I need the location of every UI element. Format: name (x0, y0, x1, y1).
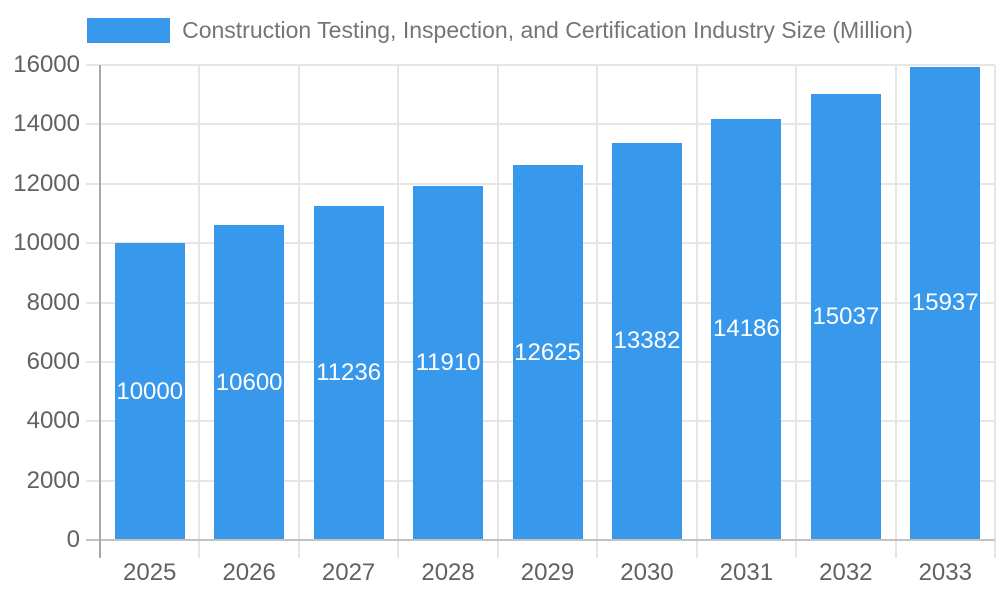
y-tick-label: 4000 (26, 407, 80, 435)
bar-value-label: 11236 (316, 359, 382, 387)
y-tick-label: 0 (66, 526, 80, 553)
x-gridline (994, 65, 996, 558)
x-tick-label: 2025 (123, 559, 177, 586)
y-tick-label: 6000 (26, 347, 80, 375)
y-tick-label: 14000 (13, 110, 80, 138)
bar-value-label: 15037 (812, 302, 880, 330)
bar[interactable]: 12625 (512, 165, 583, 540)
legend-label[interactable]: Construction Testing, Inspection, and Ce… (182, 17, 913, 43)
y-gridline (86, 64, 995, 66)
bar[interactable]: 11910 (413, 186, 484, 540)
x-gridline (397, 65, 400, 558)
y-tick-label: 10000 (13, 229, 80, 257)
x-tick-label: 2026 (222, 559, 276, 586)
x-gridline (297, 65, 300, 558)
x-tick-label: 2033 (918, 559, 972, 586)
x-tick-label: 2030 (620, 559, 674, 586)
y-tick-label: 8000 (26, 288, 80, 316)
bar-value-label: 12625 (514, 338, 581, 366)
x-tick-label: 2032 (819, 559, 873, 586)
y-gridline (86, 123, 995, 126)
x-gridline (198, 65, 201, 558)
bar-value-label: 11910 (415, 349, 481, 377)
bar[interactable]: 15937 (910, 66, 981, 540)
legend-swatch[interactable] (87, 18, 171, 43)
bar-value-label: 13382 (613, 327, 681, 355)
x-gridline (795, 65, 798, 558)
y-tick-label: 2000 (26, 466, 80, 494)
x-axis-line (86, 539, 995, 541)
bar[interactable]: 10000 (114, 243, 185, 540)
bar[interactable]: 13382 (611, 142, 682, 540)
bar[interactable]: 14186 (711, 118, 782, 540)
bar[interactable]: 15037 (810, 93, 881, 540)
bar[interactable]: 10600 (214, 225, 285, 540)
y-axis-line (99, 65, 101, 558)
bar-value-label: 10000 (116, 377, 184, 405)
chart-legend: Construction Testing, Inspection, and Ce… (0, 17, 1000, 44)
x-tick-label: 2029 (520, 559, 575, 586)
y-tick-label: 16000 (13, 51, 80, 78)
x-gridline (496, 65, 499, 558)
x-gridline (894, 65, 897, 558)
x-gridline (695, 65, 698, 558)
x-gridline (596, 65, 599, 558)
x-tick-label: 2031 (719, 559, 774, 586)
bar[interactable]: 11236 (313, 206, 384, 540)
x-tick-label: 2028 (421, 559, 475, 586)
bar-value-label: 10600 (215, 368, 283, 396)
x-tick-label: 2027 (321, 559, 376, 586)
bar-value-label: 15937 (911, 289, 979, 317)
bar-value-label: 14186 (713, 315, 780, 343)
y-tick-label: 12000 (13, 169, 80, 197)
